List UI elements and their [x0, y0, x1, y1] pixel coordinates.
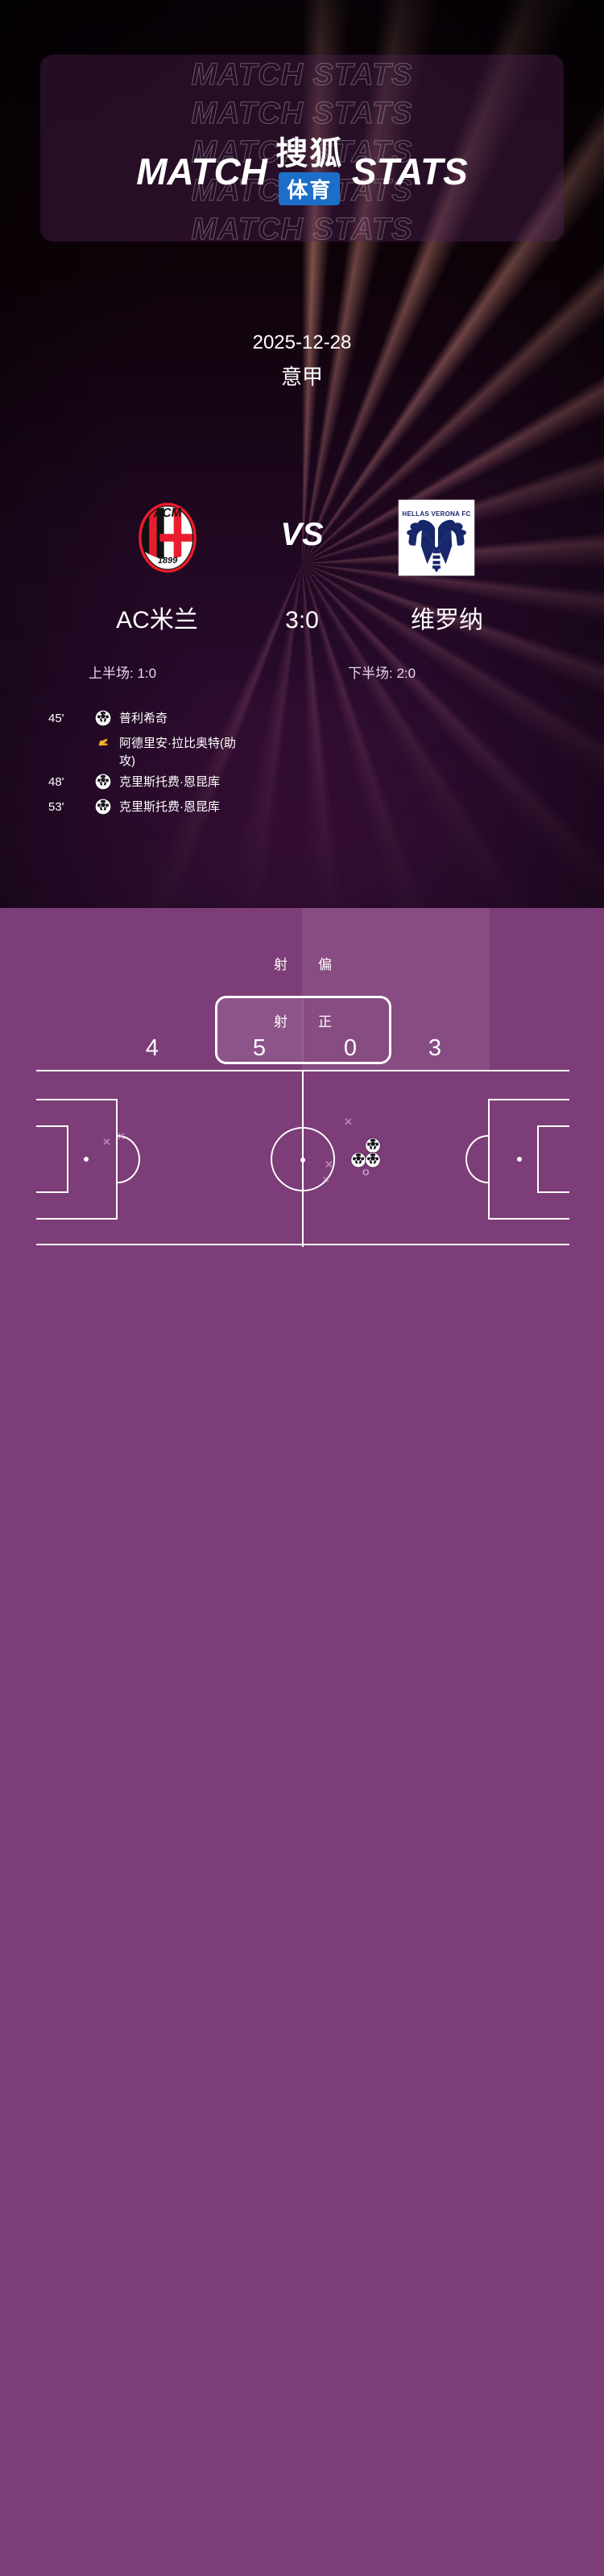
svg-text:1899: 1899: [158, 556, 178, 566]
svg-text:HELLAS VERONA FC: HELLAS VERONA FC: [402, 510, 470, 518]
